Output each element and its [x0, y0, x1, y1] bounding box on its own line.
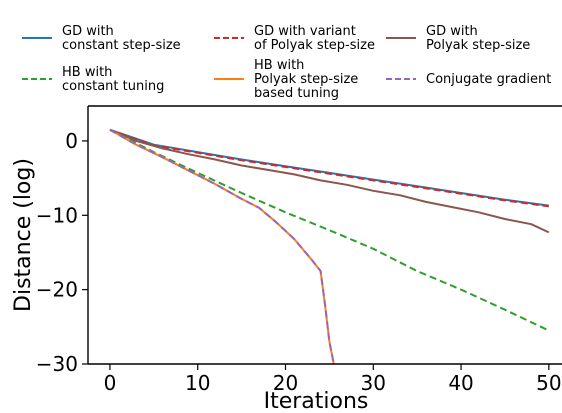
- legend-label: GD with Polyak step-size: [426, 24, 530, 53]
- y-tick-label: −20: [36, 278, 78, 302]
- y-tick-label: −10: [36, 203, 78, 227]
- x-tick-label: 30: [361, 371, 386, 395]
- y-tick-label: −30: [36, 352, 78, 376]
- series-line-5: [109, 128, 335, 364]
- series-line-0: [109, 128, 549, 207]
- legend-item-2: GD with Polyak step-size: [386, 24, 530, 53]
- legend-item-0: GD with constant step-size: [22, 24, 181, 53]
- legend-item-4: HB with Polyak step-size based tuning: [214, 58, 358, 101]
- x-tick-label: 50: [536, 371, 561, 395]
- legend-item-1: GD with variant of Polyak step-size: [214, 24, 375, 53]
- plot-area: 0 10 20 30 40 50 0 −10 −20 −30: [36, 105, 562, 395]
- series-layer: [109, 128, 550, 364]
- legend-label: GD with variant of Polyak step-size: [254, 24, 375, 53]
- x-ticks: 0 10 20 30 40 50: [104, 364, 562, 395]
- legend: GD with constant step-size GD with variant…: [22, 24, 551, 101]
- legend-label: Conjugate gradient: [426, 72, 551, 87]
- y-axis-label: Distance (log): [11, 158, 36, 312]
- legend-label: HB with Polyak step-size based tuning: [254, 58, 358, 101]
- series-line-2: [109, 128, 550, 234]
- legend-item-3: HB with constant tuning: [22, 65, 164, 94]
- x-tick-label: 10: [185, 371, 210, 395]
- series-line-3: [109, 128, 550, 332]
- legend-item-5: Conjugate gradient: [386, 72, 551, 87]
- legend-label: GD with constant step-size: [62, 24, 181, 53]
- x-tick-label: 0: [104, 371, 117, 395]
- x-axis-label: Iterations: [264, 389, 369, 413]
- y-tick-label: 0: [65, 129, 78, 153]
- y-ticks: 0 −10 −20 −30: [36, 129, 88, 376]
- series-line-1: [109, 128, 549, 208]
- legend-label: HB with constant tuning: [62, 65, 164, 94]
- x-tick-label: 20: [273, 371, 298, 395]
- x-tick-label: 40: [448, 371, 473, 395]
